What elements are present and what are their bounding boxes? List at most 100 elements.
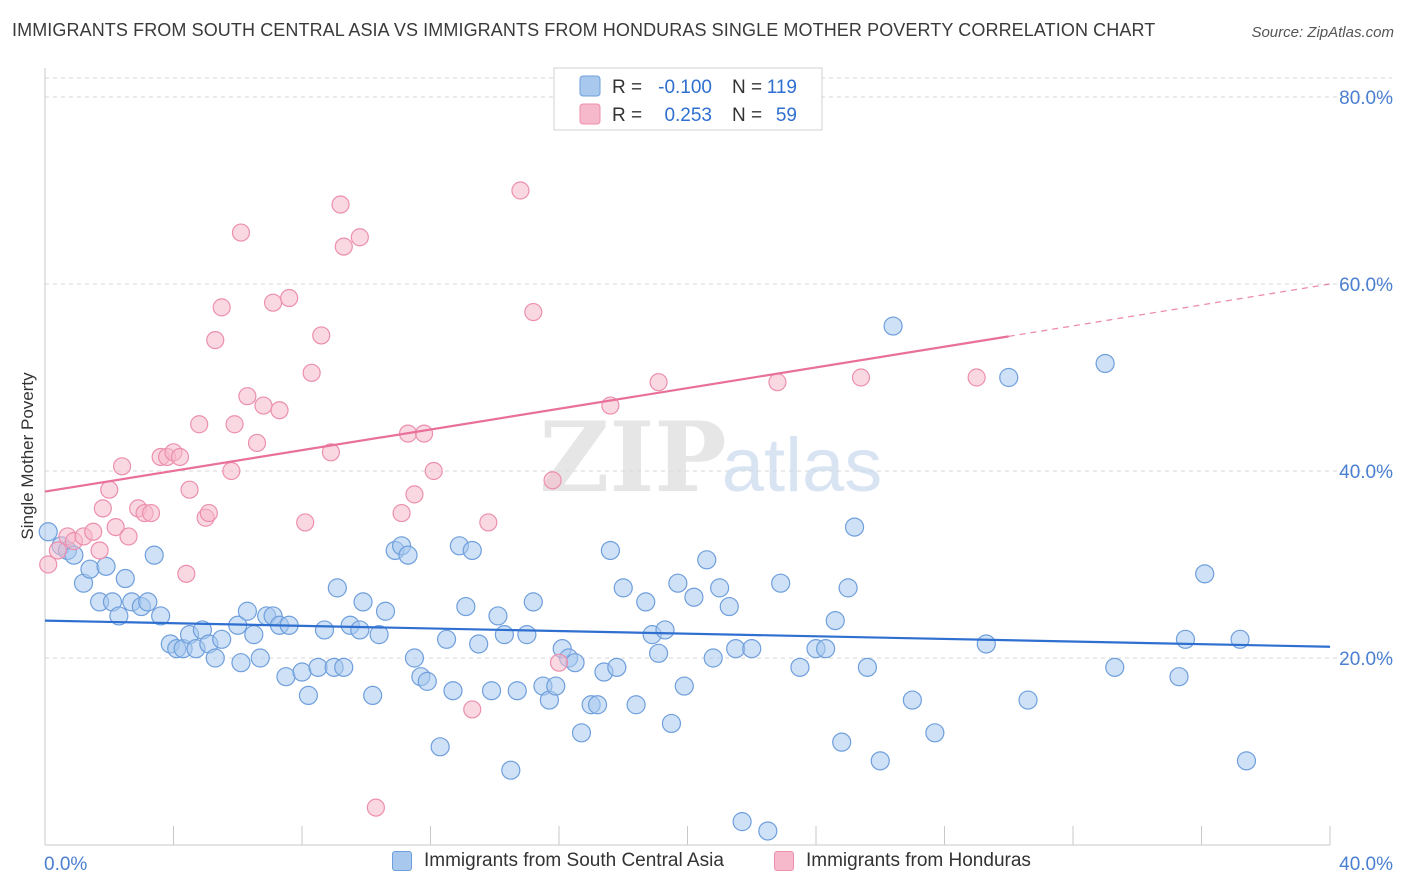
point-south-central-asia-28 <box>244 625 264 645</box>
trend-line-honduras <box>44 335 1009 493</box>
point-south-central-asia-9 <box>109 606 129 626</box>
point-south-central-asia-45 <box>363 685 383 706</box>
legend-item-south-central-asia: Immigrants from South Central Asia <box>392 850 724 872</box>
point-south-central-asia-41 <box>334 657 354 677</box>
point-honduras-49 <box>479 513 498 532</box>
trend-line-honduras-extension <box>1008 283 1331 338</box>
point-honduras-28 <box>231 223 251 242</box>
point-honduras-8 <box>100 480 119 499</box>
stats-r-label-2: R = <box>612 105 642 126</box>
point-honduras-58 <box>967 368 986 387</box>
y-tick-label-1: 40.0% <box>1339 462 1393 483</box>
point-south-central-asia-106 <box>857 657 878 677</box>
point-south-central-asia-117 <box>1175 629 1196 649</box>
point-honduras-1 <box>48 541 67 560</box>
point-south-central-asia-84 <box>648 643 669 663</box>
point-south-central-asia-108 <box>883 316 903 336</box>
point-south-central-asia-112 <box>999 367 1019 388</box>
point-south-central-asia-7 <box>96 556 116 576</box>
point-south-central-asia-34 <box>276 667 296 687</box>
point-south-central-asia-56 <box>443 681 463 701</box>
point-south-central-asia-65 <box>507 681 527 701</box>
point-south-central-asia-38 <box>314 620 335 640</box>
point-honduras-43 <box>392 503 411 523</box>
point-south-central-asia-88 <box>674 676 694 696</box>
point-south-central-asia-94 <box>726 639 746 659</box>
point-south-central-asia-37 <box>308 657 328 677</box>
point-honduras-31 <box>254 396 273 415</box>
point-south-central-asia-23 <box>205 648 225 668</box>
source-label: Source: ZipAtlas.com <box>1251 24 1394 41</box>
point-honduras-18 <box>170 447 190 467</box>
point-south-central-asia-85 <box>655 620 675 640</box>
point-honduras-37 <box>312 326 331 345</box>
point-south-central-asia-101 <box>816 639 836 659</box>
point-honduras-34 <box>280 288 299 308</box>
point-honduras-57 <box>851 368 871 387</box>
point-south-central-asia-105 <box>844 517 865 537</box>
point-honduras-10 <box>112 457 132 476</box>
point-honduras-41 <box>350 228 369 247</box>
point-south-central-asia-89 <box>684 587 704 607</box>
point-south-central-asia-35 <box>292 662 312 682</box>
point-south-central-asia-63 <box>494 625 514 645</box>
point-south-central-asia-86 <box>661 713 682 734</box>
point-honduras-50 <box>511 181 530 200</box>
point-honduras-46 <box>414 424 434 443</box>
point-south-central-asia-113 <box>1018 690 1038 710</box>
point-honduras-48 <box>463 700 482 719</box>
point-south-central-asia-24 <box>212 629 232 649</box>
tick-labels: 20.0% 40.0% 60.0% 80.0% 0.0% 40.0% <box>44 88 1393 875</box>
point-south-central-asia-44 <box>353 592 373 612</box>
point-south-central-asia-87 <box>668 573 688 593</box>
point-south-central-asia-46 <box>369 625 389 645</box>
point-south-central-asia-90 <box>697 550 717 570</box>
stats-r-value-2: 0.253 <box>664 105 712 126</box>
stats-n-value-1: 119 <box>767 77 797 98</box>
stats-n-label-2: N = <box>732 105 762 126</box>
point-honduras-26 <box>222 461 241 481</box>
point-south-central-asia-114 <box>1095 353 1115 374</box>
point-honduras-5 <box>84 522 103 541</box>
stats-legend: R = -0.100 N = 119 R = 0.253 N = 59 <box>553 67 823 131</box>
point-south-central-asia-29 <box>250 648 270 668</box>
watermark: ZIP atlas <box>539 401 882 514</box>
x-tick-label-0: 0.0% <box>44 854 87 875</box>
point-south-central-asia-43 <box>350 620 370 640</box>
point-south-central-asia-54 <box>430 737 450 757</box>
point-honduras-30 <box>247 433 267 453</box>
point-south-central-asia-70 <box>546 676 566 696</box>
point-honduras-0 <box>39 555 58 574</box>
point-south-central-asia-116 <box>1169 667 1189 687</box>
point-south-central-asia-120 <box>1236 751 1257 771</box>
point-honduras-32 <box>263 293 283 312</box>
point-honduras-9 <box>106 517 125 537</box>
point-south-central-asia-76 <box>587 695 608 715</box>
point-honduras-53 <box>549 653 569 672</box>
point-south-central-asia-102 <box>825 610 845 631</box>
point-honduras-6 <box>90 541 109 560</box>
grid-lines <box>45 77 1392 659</box>
point-south-central-asia-67 <box>523 592 543 612</box>
point-south-central-asia-115 <box>1105 657 1125 677</box>
axes <box>44 68 1331 846</box>
point-honduras-56 <box>768 373 787 392</box>
point-honduras-11 <box>119 527 138 546</box>
point-honduras-19 <box>177 564 196 583</box>
point-south-central-asia-95 <box>732 812 752 832</box>
point-honduras-21 <box>190 415 209 434</box>
point-south-central-asia-118 <box>1195 564 1215 584</box>
point-south-central-asia-97 <box>758 821 778 841</box>
legend-label-honduras: Immigrants from Honduras <box>806 850 1031 871</box>
point-south-central-asia-61 <box>481 681 502 701</box>
point-south-central-asia-26 <box>231 653 251 673</box>
point-honduras-14 <box>141 503 161 523</box>
point-south-central-asia-91 <box>703 648 723 668</box>
point-south-central-asia-36 <box>298 685 319 706</box>
point-south-central-asia-73 <box>565 653 585 673</box>
stats-r-value-1: -0.100 <box>658 77 712 98</box>
point-south-central-asia-14 <box>144 545 164 565</box>
point-south-central-asia-47 <box>375 601 396 621</box>
point-south-central-asia-81 <box>626 695 646 715</box>
point-honduras-20 <box>180 480 199 499</box>
